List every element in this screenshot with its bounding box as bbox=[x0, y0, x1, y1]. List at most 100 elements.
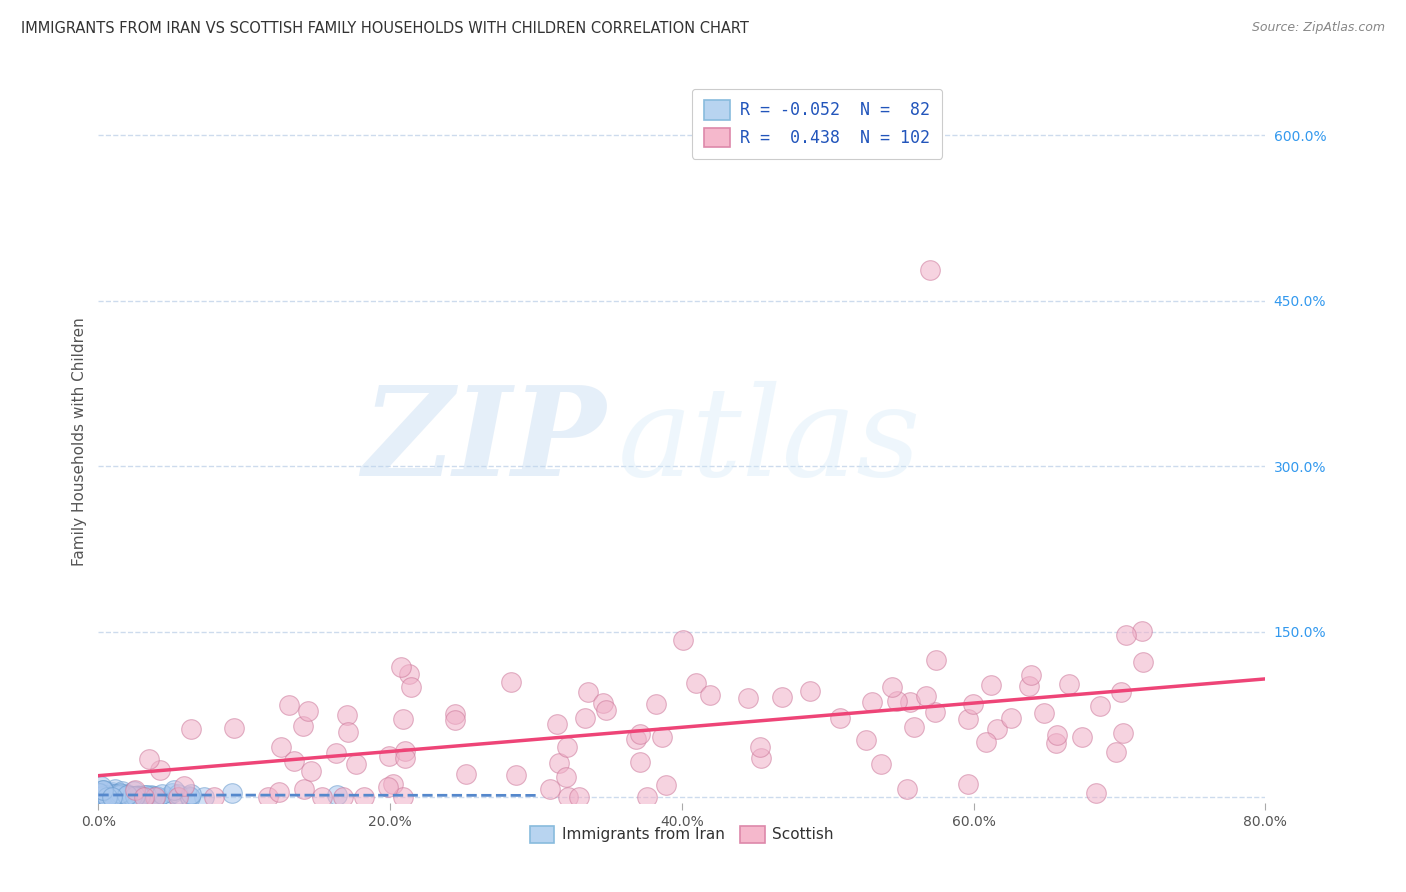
Y-axis label: Family Households with Children: Family Households with Children bbox=[72, 318, 87, 566]
Point bbox=[628, 755, 651, 769]
Point bbox=[538, 782, 561, 797]
Point bbox=[292, 719, 315, 733]
Point bbox=[96, 788, 118, 802]
Point bbox=[124, 789, 146, 804]
Point bbox=[1019, 667, 1042, 681]
Point bbox=[224, 722, 246, 736]
Point bbox=[270, 739, 292, 754]
Point bbox=[89, 789, 111, 804]
Point bbox=[98, 789, 121, 803]
Point bbox=[98, 789, 121, 803]
Point bbox=[956, 777, 979, 791]
Point bbox=[93, 789, 115, 804]
Point bbox=[749, 751, 772, 765]
Point bbox=[179, 789, 201, 803]
Point bbox=[98, 790, 121, 805]
Point bbox=[108, 789, 131, 803]
Point bbox=[104, 789, 127, 804]
Point bbox=[179, 790, 201, 805]
Point bbox=[143, 790, 166, 805]
Point bbox=[1130, 624, 1153, 638]
Point bbox=[91, 788, 114, 802]
Point bbox=[636, 789, 658, 804]
Point bbox=[89, 790, 111, 805]
Point bbox=[96, 789, 118, 804]
Point bbox=[124, 783, 146, 797]
Point bbox=[1057, 676, 1080, 690]
Point bbox=[97, 790, 120, 805]
Point bbox=[121, 789, 143, 803]
Point bbox=[93, 782, 115, 797]
Point bbox=[394, 744, 416, 758]
Point bbox=[1018, 679, 1040, 693]
Point bbox=[628, 727, 651, 741]
Point bbox=[595, 703, 617, 717]
Point bbox=[89, 789, 111, 804]
Point bbox=[896, 782, 918, 797]
Point bbox=[1085, 786, 1108, 800]
Text: ZIP: ZIP bbox=[363, 381, 606, 502]
Point bbox=[685, 676, 707, 690]
Point bbox=[737, 691, 759, 706]
Point bbox=[139, 788, 162, 802]
Point bbox=[110, 787, 132, 801]
Point bbox=[110, 789, 132, 803]
Point bbox=[105, 789, 128, 804]
Point bbox=[389, 660, 412, 674]
Point bbox=[1109, 685, 1132, 699]
Point bbox=[90, 788, 112, 802]
Point bbox=[1088, 698, 1111, 713]
Point bbox=[269, 785, 291, 799]
Point bbox=[87, 786, 110, 800]
Point bbox=[1000, 711, 1022, 725]
Point bbox=[655, 778, 678, 792]
Point bbox=[382, 777, 405, 791]
Point bbox=[108, 789, 131, 804]
Point bbox=[332, 790, 354, 805]
Point bbox=[299, 764, 322, 779]
Point bbox=[131, 790, 153, 805]
Point bbox=[399, 680, 422, 694]
Point bbox=[122, 784, 145, 798]
Point bbox=[499, 674, 522, 689]
Point bbox=[124, 789, 146, 804]
Point bbox=[91, 790, 114, 805]
Point bbox=[100, 785, 122, 799]
Point bbox=[110, 786, 132, 800]
Point bbox=[555, 739, 578, 754]
Point bbox=[96, 790, 118, 805]
Point bbox=[127, 788, 149, 802]
Point bbox=[392, 790, 415, 805]
Point bbox=[557, 790, 579, 805]
Point bbox=[134, 789, 156, 803]
Point bbox=[592, 696, 614, 710]
Point bbox=[918, 263, 941, 277]
Point bbox=[150, 787, 173, 801]
Point bbox=[134, 790, 156, 805]
Point bbox=[94, 789, 117, 803]
Point bbox=[651, 731, 673, 745]
Point bbox=[554, 770, 576, 784]
Point bbox=[90, 788, 112, 802]
Point bbox=[283, 755, 305, 769]
Point bbox=[91, 789, 114, 803]
Point bbox=[193, 789, 215, 804]
Point bbox=[749, 739, 772, 754]
Point bbox=[105, 789, 128, 804]
Point bbox=[107, 789, 129, 803]
Point bbox=[394, 751, 416, 765]
Point bbox=[336, 707, 359, 722]
Point bbox=[112, 789, 135, 803]
Point bbox=[180, 722, 202, 736]
Point bbox=[624, 732, 647, 747]
Point bbox=[173, 779, 195, 793]
Point bbox=[880, 681, 903, 695]
Point bbox=[129, 789, 152, 804]
Point bbox=[138, 752, 160, 766]
Point bbox=[986, 722, 1008, 736]
Point bbox=[1033, 706, 1056, 720]
Point bbox=[860, 695, 883, 709]
Point bbox=[148, 789, 170, 804]
Point bbox=[107, 789, 129, 804]
Point bbox=[156, 789, 179, 804]
